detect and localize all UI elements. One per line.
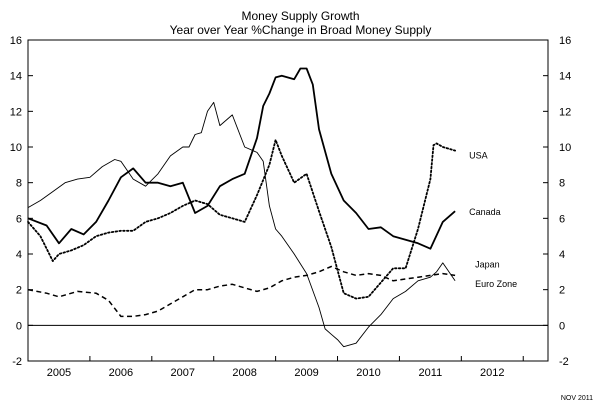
x-tick-label: 2011 xyxy=(419,367,443,379)
y-tick-label-right: -2 xyxy=(559,356,569,368)
series-label-usa: USA xyxy=(469,151,488,161)
date-stamp: NOV 2011 xyxy=(560,395,593,402)
x-tick-label: 2008 xyxy=(232,367,256,379)
series-line-japan xyxy=(27,265,456,318)
y-tick-label-right: 8 xyxy=(559,178,565,190)
y-tick-label-right: 4 xyxy=(559,249,565,261)
y-tick-label-left: 12 xyxy=(10,106,22,118)
x-tick-label: 2005 xyxy=(47,367,71,379)
series-line-euro-zone xyxy=(27,101,456,348)
series-label-canada: Canada xyxy=(469,207,501,217)
series-line-usa xyxy=(27,138,457,300)
y-tick-label-right: 16 xyxy=(559,35,571,47)
y-tick-label-left: 2 xyxy=(16,285,22,297)
y-tick-label-right: 0 xyxy=(559,320,565,332)
y-tick-label-left: 8 xyxy=(16,178,22,190)
chart-title: Money Supply Growth xyxy=(241,9,360,23)
y-tick-label-left: 4 xyxy=(16,249,22,261)
series-label-euro-zone: Euro Zone xyxy=(475,279,517,289)
x-tick-label: 2009 xyxy=(294,367,318,379)
y-tick-label-right: 14 xyxy=(559,71,571,83)
plot-frame xyxy=(27,39,549,362)
y-tick-label-left: 14 xyxy=(10,71,22,83)
y-tick-label-right: 6 xyxy=(559,213,565,225)
x-tick-label: 2010 xyxy=(356,367,380,379)
y-tick-label-left: 16 xyxy=(10,35,22,47)
x-tick-label: 2012 xyxy=(480,367,504,379)
y-tick-label-left: 10 xyxy=(10,142,22,154)
x-tick-label: 2006 xyxy=(109,367,133,379)
y-tick-label-left: 0 xyxy=(16,320,22,332)
y-tick-label-right: 10 xyxy=(559,142,571,154)
chart-subtitle: Year over Year %Change in Broad Money Su… xyxy=(169,23,432,37)
y-tick-label-left: -2 xyxy=(12,356,22,368)
y-tick-label-right: 2 xyxy=(559,285,565,297)
series-label-japan: Japan xyxy=(475,259,500,269)
series-line-canada xyxy=(27,67,456,250)
x-tick-label: 2007 xyxy=(171,367,195,379)
y-tick-label-right: 12 xyxy=(559,106,571,118)
y-tick-label-left: 6 xyxy=(16,213,22,225)
